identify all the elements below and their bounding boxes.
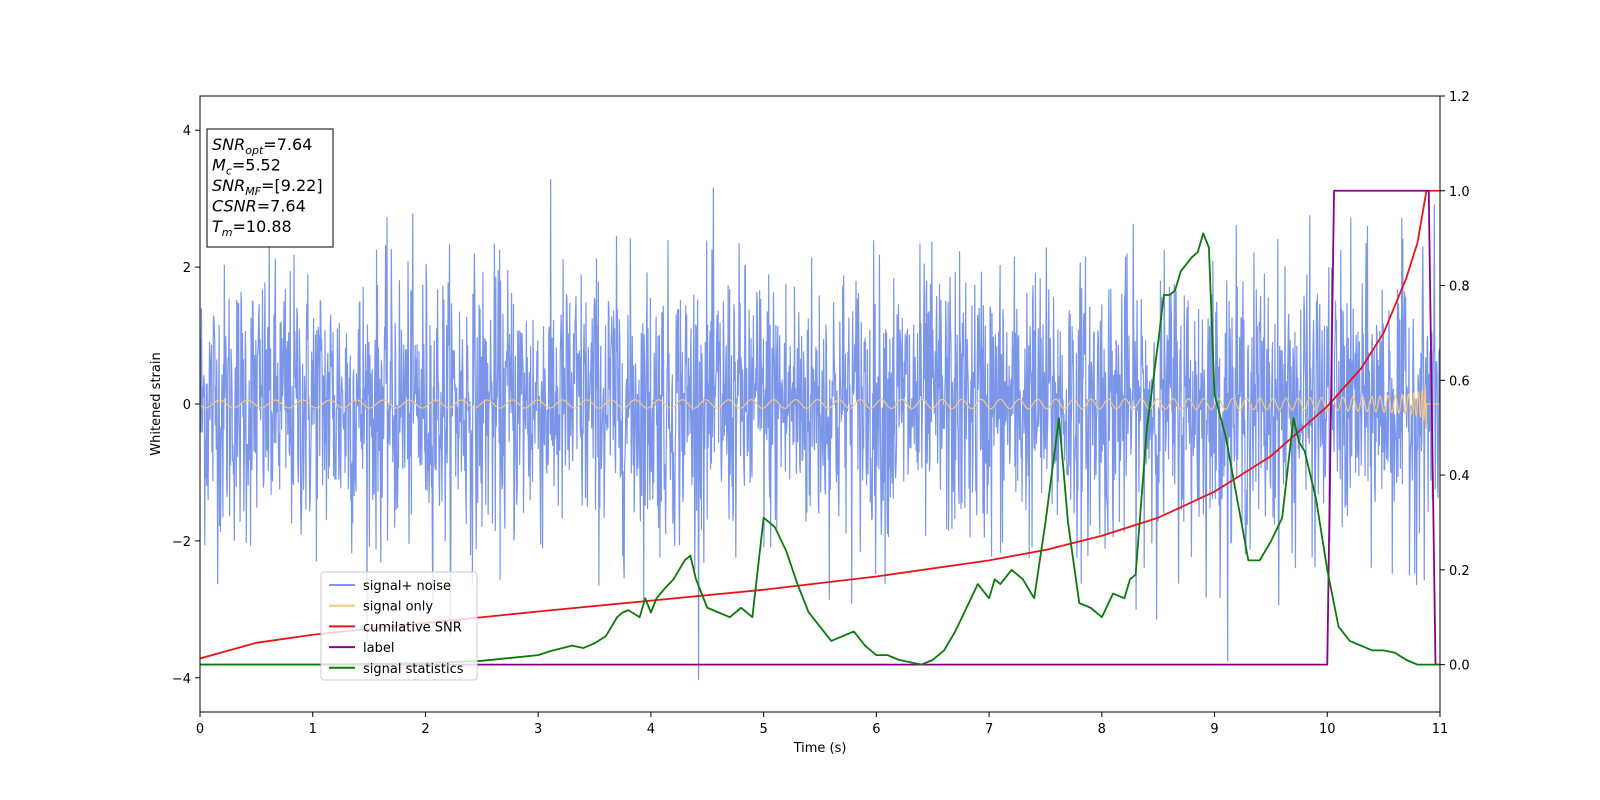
x-tick-label: 0 [196, 722, 204, 737]
annotation-line: SNRopt=7.64 [212, 135, 312, 157]
annotation-line: Tm=10.88 [212, 217, 292, 239]
x-tick-label: 8 [1098, 722, 1106, 737]
y2-tick-label: 0.8 [1449, 280, 1470, 295]
signal-only-series [200, 385, 1440, 429]
legend-label: signal statistics [363, 662, 464, 677]
x-tick-label: 7 [985, 722, 993, 737]
y2-tick-label: 1.2 [1449, 90, 1470, 105]
x-tick-label: 11 [1432, 722, 1449, 737]
legend-label: cumilative SNR [363, 620, 462, 635]
annotation-frame [206, 128, 334, 248]
annotation-line: Mc=5.52 [212, 156, 281, 178]
x-tick-label: 1 [309, 722, 317, 737]
x-tick-label: 5 [759, 722, 767, 737]
y-tick-label: −2 [172, 535, 191, 550]
y2-tick-label: 0.0 [1449, 659, 1470, 674]
y-tick-label: 4 [183, 124, 191, 139]
x-tick-label: 6 [872, 722, 880, 737]
annotation-lines: SNRopt=7.64Mc=5.52SNRMF=[9.22]CSNR=7.64T… [212, 135, 323, 239]
legend: signal+ noise signal only cumilative SNR la… [320, 571, 478, 681]
axes-layer: 0 1 2 3 4 5 6 7 8 9 10 11 −4 −2 0 2 4 0.0 0.2 0.4 0.6 0.8 1.0 1… [172, 90, 1470, 737]
legend-label: signal only [363, 600, 433, 615]
y2-tick-label: 1.0 [1449, 185, 1470, 200]
x-tick-label: 3 [534, 722, 542, 737]
y2-tick-label: 0.4 [1449, 469, 1470, 484]
x-axis-label: Time (s) [793, 741, 847, 756]
y-tick-label: −4 [172, 672, 191, 687]
y2-tick-label: 0.6 [1449, 374, 1470, 389]
annotation-line: SNRMF=[9.22] [212, 176, 323, 198]
legend-frame [320, 571, 478, 681]
y2-tick-label: 0.2 [1449, 564, 1470, 579]
signal-noise-series [200, 179, 1440, 680]
y-axis-label: Whitened strain [149, 352, 164, 455]
legend-label: signal+ noise [363, 579, 451, 594]
annotation-box: SNRopt=7.64Mc=5.52SNRMF=[9.22]CSNR=7.64T… [206, 128, 334, 248]
x-tick-label: 9 [1210, 722, 1218, 737]
x-tick-label: 4 [647, 722, 655, 737]
legend-label: label [363, 641, 394, 656]
legend-entries: signal+ noise signal only cumilative SNR la… [329, 579, 464, 677]
x-tick-label: 2 [421, 722, 429, 737]
annotation-line: CSNR=7.64 [212, 197, 306, 216]
y-tick-label: 0 [183, 398, 191, 413]
signal-statistics-series [200, 232, 1440, 666]
y-tick-label: 2 [183, 261, 191, 276]
x-tick-label: 10 [1319, 722, 1336, 737]
